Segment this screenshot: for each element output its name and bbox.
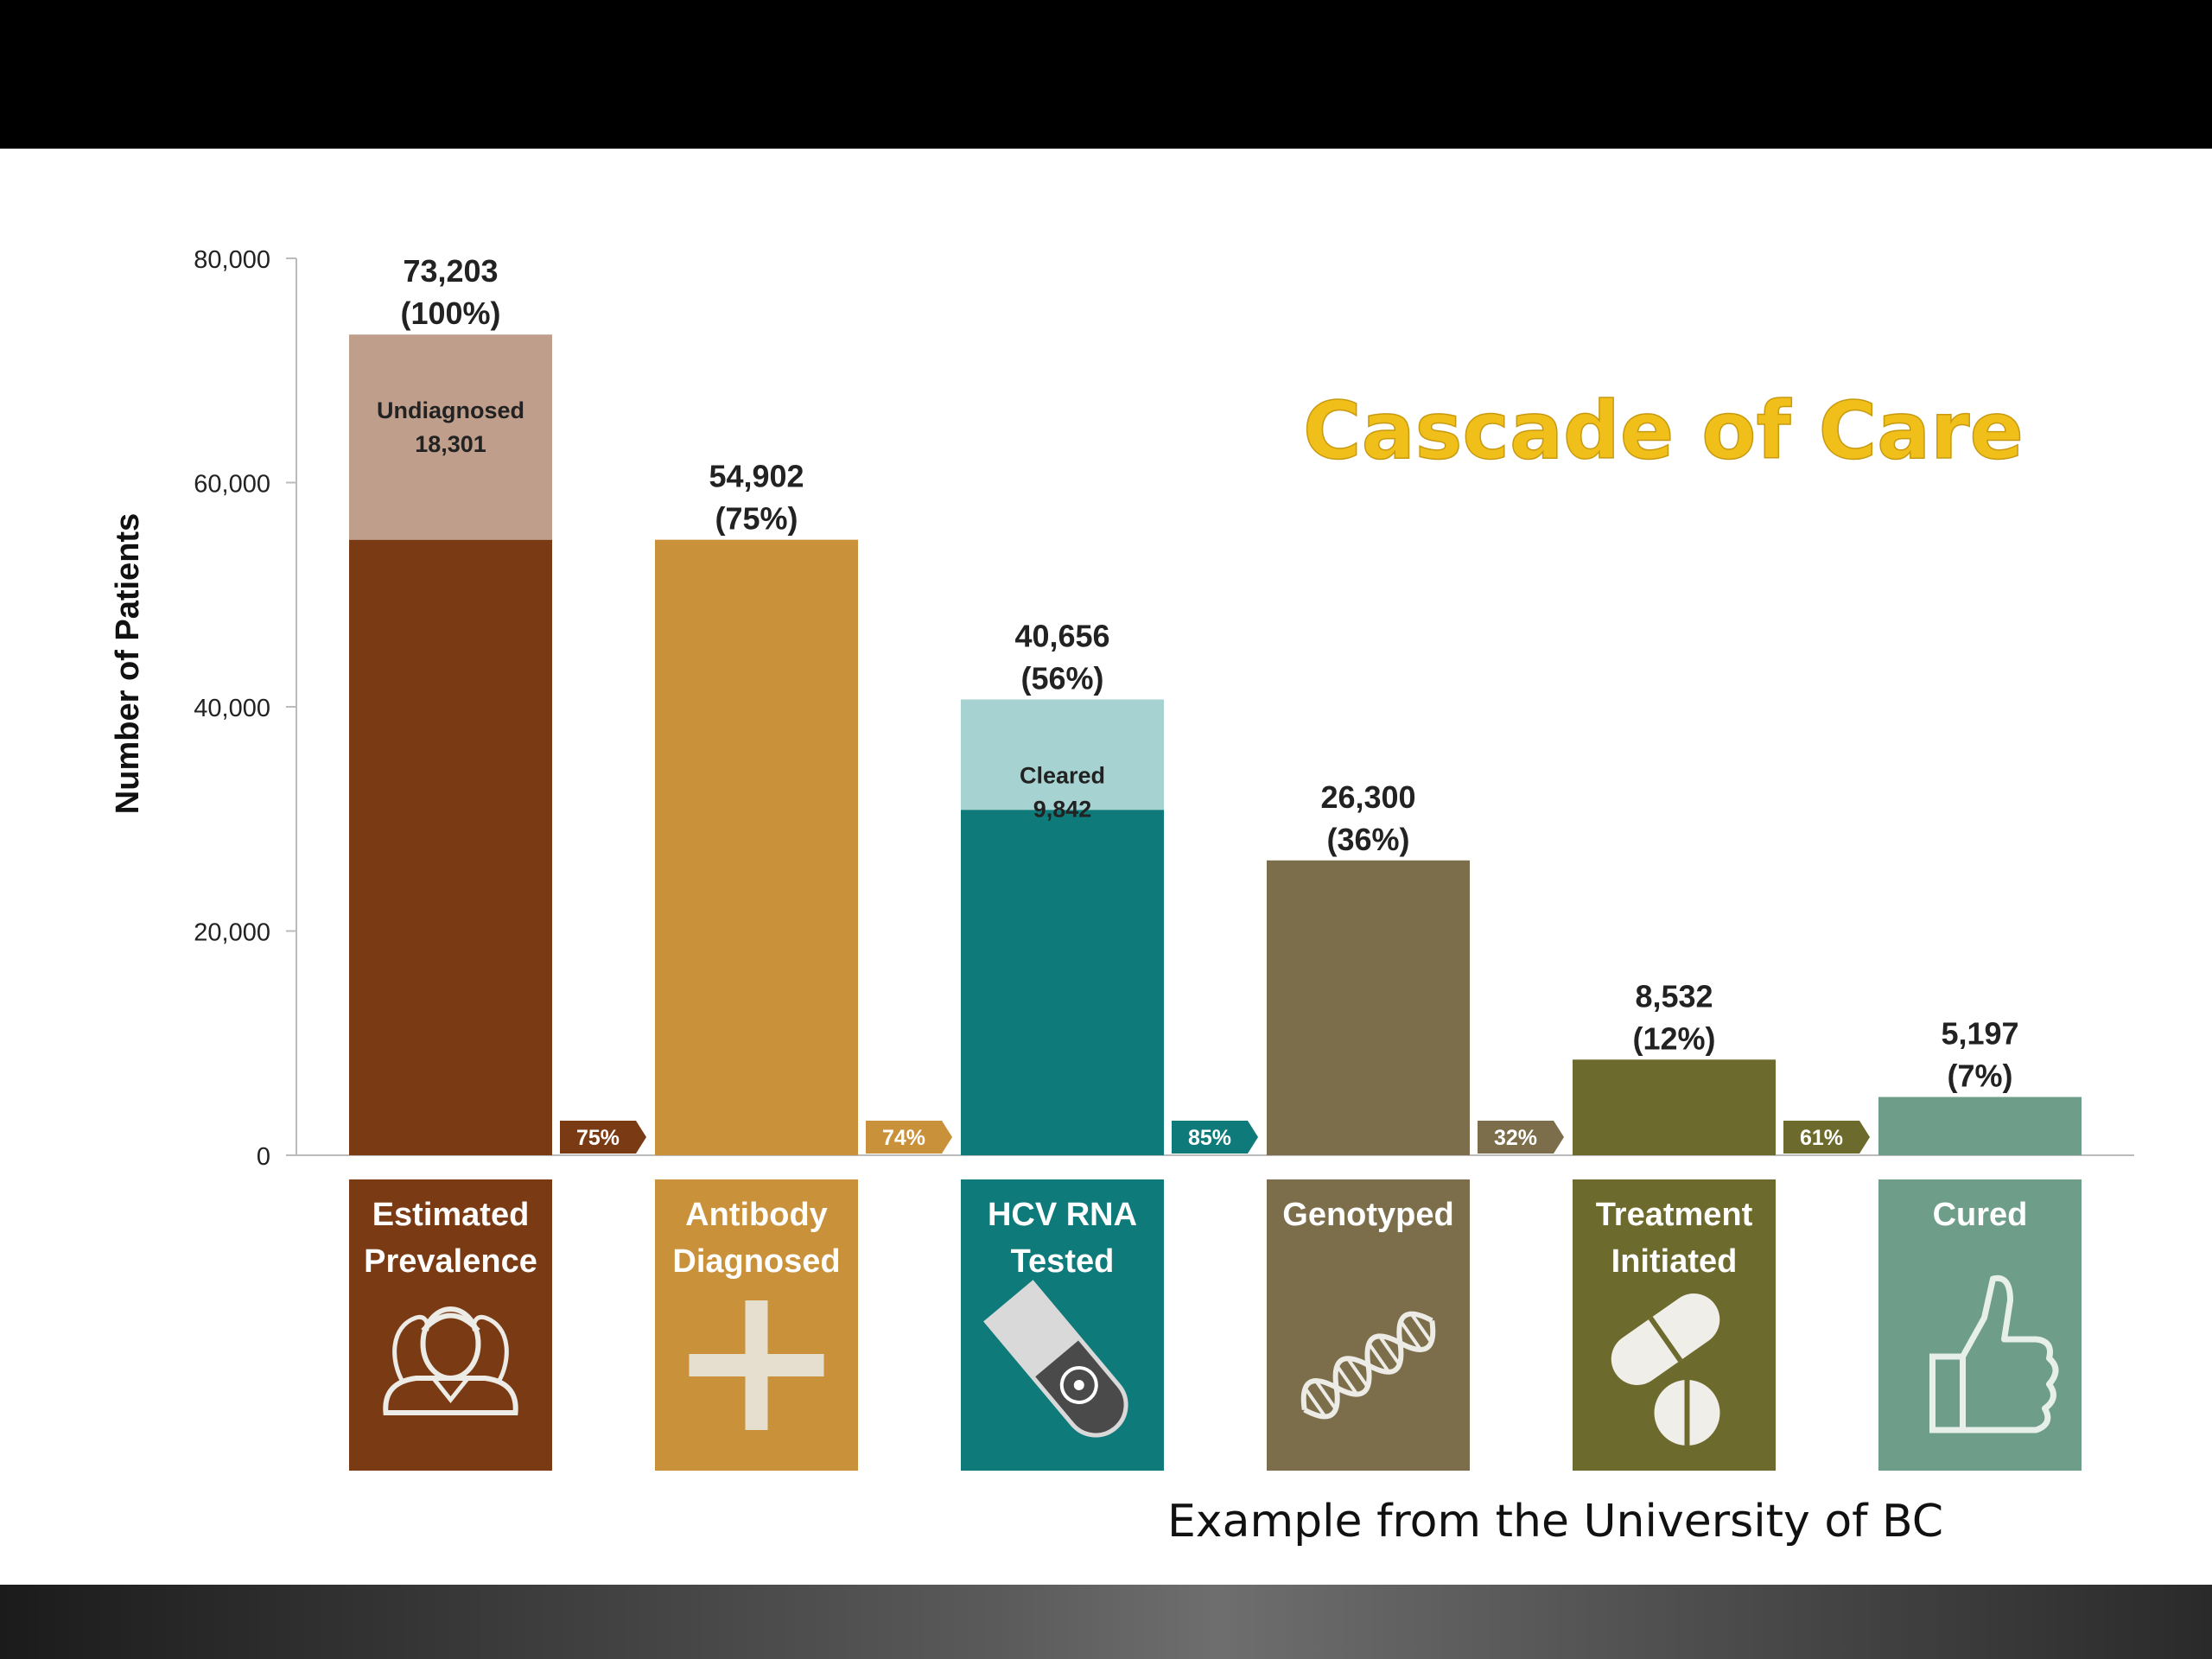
slide-content: Cascade of Care Number of Patients Examp… [0,149,2212,1585]
category-label: Diagnosed [672,1243,840,1280]
category-label: Estimated [372,1197,530,1233]
bar [349,539,552,1155]
step-arrow [1783,1121,1870,1154]
thumbs-up-icon [1929,1274,2059,1433]
category-box [349,1179,552,1471]
bar [1878,1096,2082,1155]
category-label: Genotyped [1282,1197,1453,1233]
people-icon [383,1306,518,1415]
source-caption: Example from the University of BC [1167,1496,1943,1548]
segment-value-label: 18,301 [415,431,486,457]
bar-percent-label: (75%) [715,501,798,537]
step-percent-label: 85% [1188,1126,1231,1150]
step-arrow [560,1121,646,1154]
y-axis-label: Number of Patients [110,513,146,814]
segment-label: Undiagnosed [377,397,524,423]
bar-value-label: 73,203 [403,253,498,289]
step-percent-label: 61% [1800,1126,1843,1150]
category-label: HCV RNA [988,1197,1137,1233]
bar-percent-label: (56%) [1020,660,1103,696]
bar [1573,1059,1776,1155]
bar-percent-label: (36%) [1326,822,1409,857]
segment-value-label: 9,842 [1033,796,1092,822]
y-tick-label: 60,000 [194,471,270,499]
category-label: Treatment [1596,1197,1753,1233]
category-label: Initiated [1611,1243,1738,1280]
bar-value-label: 5,197 [1941,1016,2018,1052]
bar-value-label: 40,656 [1014,618,1109,653]
bottom-band [0,1585,2212,1659]
step-percent-label: 75% [576,1126,620,1150]
bar-value-label: 26,300 [1320,779,1415,815]
bar [655,539,858,1155]
dna-icon [1300,1311,1436,1420]
y-tick-label: 80,000 [194,246,270,274]
bar-segment [961,699,1164,810]
y-tick-label: 20,000 [194,919,270,947]
y-tick-label: 0 [257,1143,270,1171]
step-percent-label: 32% [1494,1126,1537,1150]
bar-percent-label: (100%) [400,296,500,331]
plot-area: 0 20,000 40,000 60,000 80,000 Undiagnosed 18,3… [194,246,2134,1471]
bar-percent-label: (7%) [1947,1058,2012,1094]
y-tick-label: 40,000 [194,695,270,722]
category-label: Tested [1011,1243,1115,1280]
bar-segment [349,334,552,540]
pills-icon [1611,1294,1720,1446]
top-band [0,0,2212,149]
step-percent-label: 74% [882,1126,925,1150]
plus-icon [689,1300,824,1430]
segment-label: Cleared [1020,762,1105,788]
bar-value-label: 54,902 [709,459,804,494]
category-label: Antibody [685,1197,828,1233]
bar [1267,860,1470,1155]
category-label: Cured [1933,1197,2028,1233]
category-label: Prevalence [364,1243,537,1280]
cascade-chart: Cascade of Care Number of Patients Examp… [110,246,2134,1548]
category-box [1267,1179,1470,1471]
bar-percent-label: (12%) [1632,1020,1715,1056]
step-arrow [1172,1121,1258,1154]
step-arrow [1478,1121,1564,1154]
bar-value-label: 8,532 [1635,978,1713,1014]
step-arrow [866,1121,952,1154]
bar [961,810,1164,1155]
slide-title: Cascade of Care [1303,385,2024,477]
test-tube-icon [983,1280,1128,1438]
